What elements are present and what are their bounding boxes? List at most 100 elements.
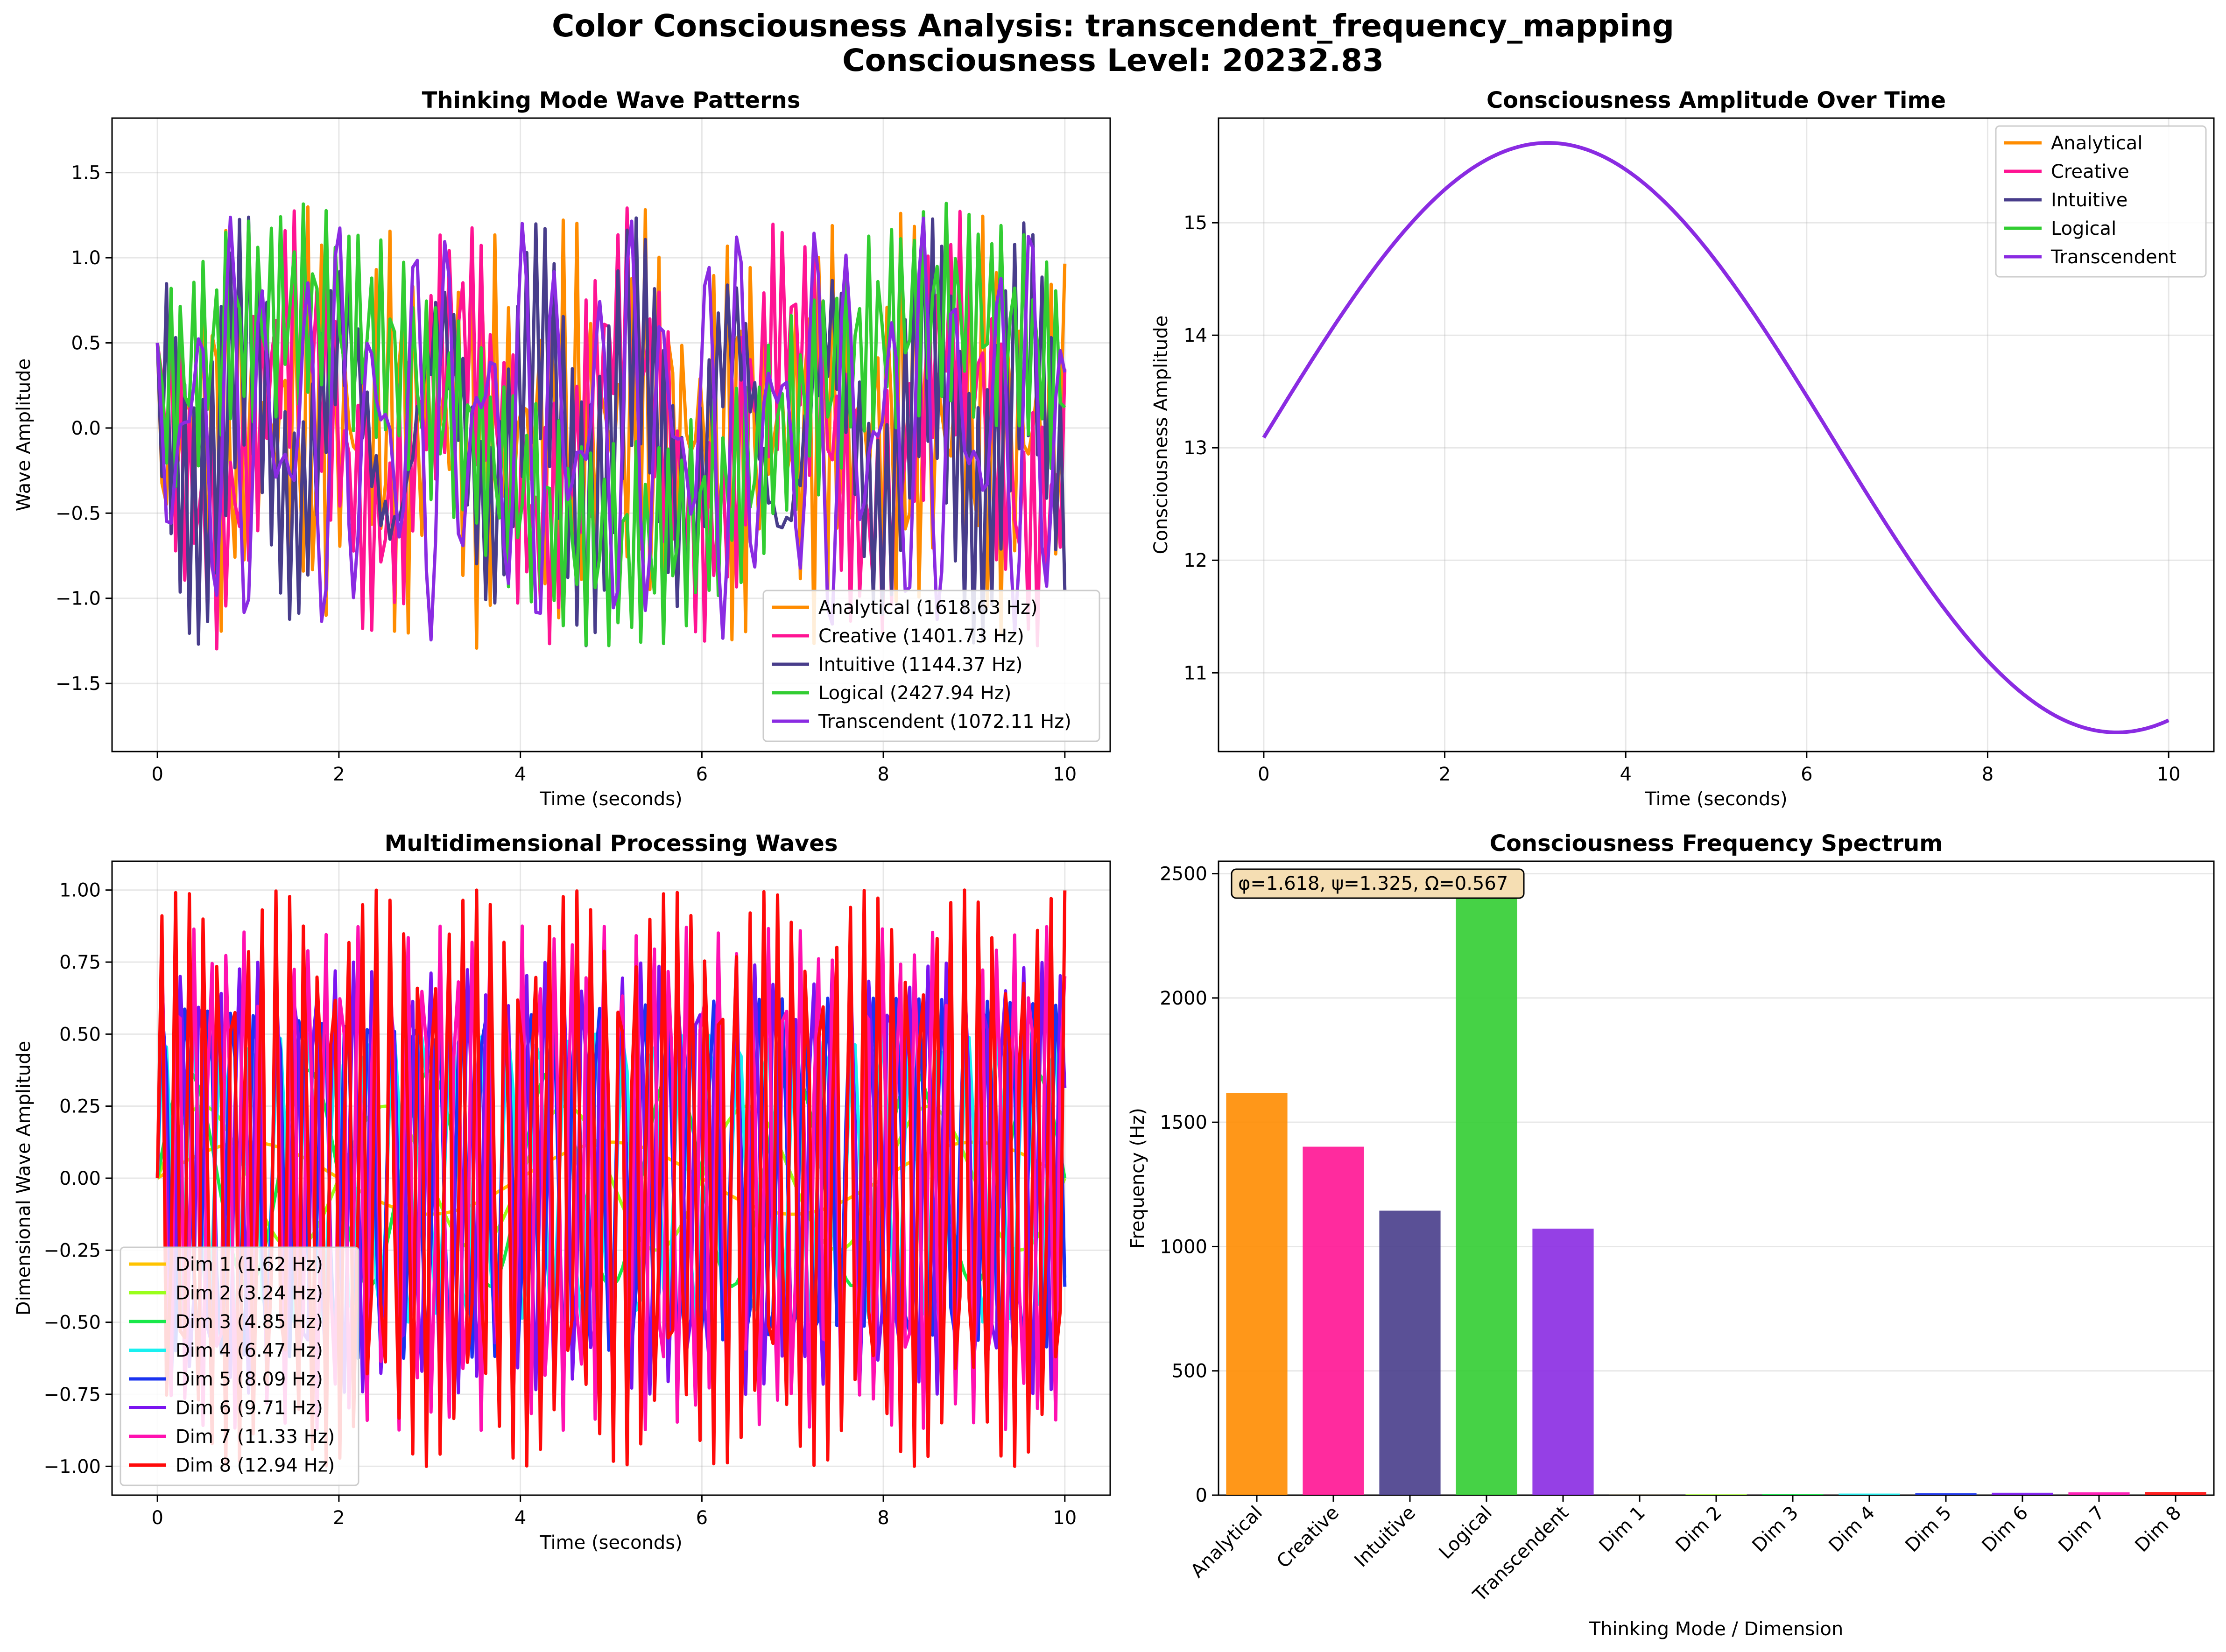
legend-label: Dim 1 (1.62 Hz) <box>176 1254 323 1275</box>
x-tick-label: Intuitive <box>1350 1502 1420 1572</box>
y-tick-label: 500 <box>1172 1361 1207 1382</box>
y-tick-label: −1.0 <box>56 588 101 610</box>
y-tick-label: 1.00 <box>59 880 101 901</box>
x-tick-label: 6 <box>1801 764 1812 785</box>
y-tick-label: 1.5 <box>71 162 101 184</box>
y-tick-label: 1.0 <box>71 247 101 269</box>
y-tick-label: 14 <box>1183 325 1207 346</box>
x-tick-label: Analytical <box>1187 1502 1267 1582</box>
y-tick-label: 11 <box>1183 662 1207 684</box>
x-tick-label: Dim 5 <box>1901 1502 1956 1557</box>
y-axis-label: Consciousness Amplitude <box>1150 316 1172 555</box>
panel-thinking: −1.5 −1.0 −0.5 0.0 0.5 1.0 1.5 0 2 4 6 8 10 Thinking … <box>13 87 1111 810</box>
x-tick-label: 6 <box>696 1507 708 1529</box>
panel-amplitude: 11 12 13 14 15 0 2 4 6 8 10 Consciousness Amplitude… <box>1150 87 2215 810</box>
series-line-consciousness-amplitude <box>1262 141 2170 734</box>
bar-dim-7 <box>2068 1492 2130 1495</box>
x-axis-label: Time (seconds) <box>1644 788 1787 810</box>
legend-box <box>1995 125 2207 278</box>
y-tick-label: 1500 <box>1160 1112 1207 1133</box>
legend-label: Analytical (1618.63 Hz) <box>818 597 1038 619</box>
y-tick-label: −0.5 <box>56 503 101 524</box>
bar-analytical <box>1226 1093 1288 1495</box>
x-tick-label: Dim 7 <box>2054 1502 2109 1557</box>
y-tick-label: −1.00 <box>43 1456 101 1477</box>
legend-label: Analytical <box>2051 133 2142 154</box>
x-tick-label: Dim 1 <box>1595 1502 1649 1557</box>
y-tick-label: 0.75 <box>59 952 101 973</box>
axes-title: Thinking Mode Wave Patterns <box>422 87 801 113</box>
legend-label: Logical (2427.94 Hz) <box>818 682 1011 704</box>
x-tick-label: 0 <box>151 764 163 785</box>
x-axis-label: Time (seconds) <box>539 1532 682 1554</box>
series-line-transcendent <box>155 216 1067 642</box>
x-tick-label: Dim 2 <box>1671 1502 1726 1557</box>
series-line-dim-8 <box>155 888 1067 1468</box>
legend-label: Transcendent (1072.11 Hz) <box>818 711 1071 732</box>
legend-box <box>120 1246 359 1486</box>
panel-spectrum: 0 500 1000 1500 2000 2500 Consciousness Freque… <box>1127 830 2215 1640</box>
x-tick-label: 8 <box>877 1507 889 1529</box>
y-tick-label: −1.5 <box>56 673 101 695</box>
x-tick-label: 2 <box>333 1507 345 1529</box>
axes-title: Consciousness Amplitude Over Time <box>1486 87 1946 113</box>
axes-frame <box>111 117 1111 752</box>
legend-label: Dim 6 (9.71 Hz) <box>176 1398 323 1419</box>
bar-dim-3 <box>1762 1494 1824 1495</box>
y-tick-label: 1000 <box>1160 1236 1207 1258</box>
panel-dimensional: −1.00 −0.75 −0.50 −0.25 0.00 0.25 0.50 0.75 1.00… <box>13 830 1111 1554</box>
legend-label: Dim 7 (11.33 Hz) <box>176 1426 335 1448</box>
legend-label: Dim 8 (12.94 Hz) <box>176 1455 335 1476</box>
x-tick-label: Dim 4 <box>1824 1502 1879 1557</box>
x-tick-label: 4 <box>514 764 526 785</box>
bar-creative <box>1303 1146 1364 1495</box>
x-tick-label: 10 <box>2157 764 2181 785</box>
x-tick-label: 10 <box>1053 1507 1077 1529</box>
y-tick-label: 0.00 <box>59 1168 101 1189</box>
legend-label: Logical <box>2051 218 2116 239</box>
x-tick-label: 8 <box>877 764 889 785</box>
y-tick-label: 0.50 <box>59 1024 101 1045</box>
axes-title: Multidimensional Processing Waves <box>385 830 838 857</box>
y-tick-label: 12 <box>1183 550 1207 571</box>
y-tick-label: 2000 <box>1160 988 1207 1009</box>
annotation-box <box>1231 868 1525 899</box>
series-line-intuitive <box>155 215 1067 647</box>
legend-label: Dim 5 (8.09 Hz) <box>176 1369 323 1390</box>
bar-dim-8 <box>2145 1492 2206 1495</box>
bar-dim-2 <box>1685 1494 1747 1495</box>
y-tick-label: 0.0 <box>71 418 101 439</box>
bar-logical <box>1456 892 1517 1495</box>
legend-label: Dim 2 (3.24 Hz) <box>176 1283 323 1304</box>
bar-dim-6 <box>1992 1492 2053 1495</box>
y-tick-label: −0.75 <box>43 1384 101 1406</box>
y-tick-label: 2500 <box>1160 864 1207 885</box>
x-tick-label: 8 <box>1982 764 1994 785</box>
bar-dim-4 <box>1839 1493 1900 1495</box>
axes-title: Consciousness Frequency Spectrum <box>1490 830 1943 857</box>
y-tick-label: −0.50 <box>43 1312 101 1334</box>
bar-intuitive <box>1379 1210 1441 1495</box>
figure-title-line-1: Color Consciousness Analysis: transcende… <box>552 8 1674 44</box>
legend-label: Dim 3 (4.85 Hz) <box>176 1311 323 1333</box>
x-axis-label: Thinking Mode / Dimension <box>1589 1618 1844 1640</box>
x-axis-label: Time (seconds) <box>539 788 682 810</box>
annotation-text: φ=1.618, ψ=1.325, Ω=0.567 <box>1238 873 1508 894</box>
x-tick-label: 4 <box>514 1507 526 1529</box>
x-tick-label: Dim 6 <box>1978 1502 2032 1557</box>
legend-label: Dim 4 (6.47 Hz) <box>176 1340 323 1362</box>
x-tick-label: 2 <box>1439 764 1451 785</box>
x-tick-label: 0 <box>151 1507 163 1529</box>
y-axis-label: Dimensional Wave Amplitude <box>13 1041 35 1315</box>
bar-dim-5 <box>1915 1493 1977 1495</box>
x-tick-label: Logical <box>1435 1502 1496 1564</box>
y-tick-label: −0.25 <box>43 1240 101 1261</box>
y-tick-label: 0 <box>1196 1485 1207 1506</box>
x-tick-label: 2 <box>333 764 345 785</box>
x-tick-label: 10 <box>1053 764 1077 785</box>
y-axis-label: Frequency (Hz) <box>1127 1108 1148 1249</box>
x-tick-label: 4 <box>1620 764 1631 785</box>
axes-frame <box>111 860 1111 1496</box>
legend-label: Creative <box>2051 161 2129 183</box>
